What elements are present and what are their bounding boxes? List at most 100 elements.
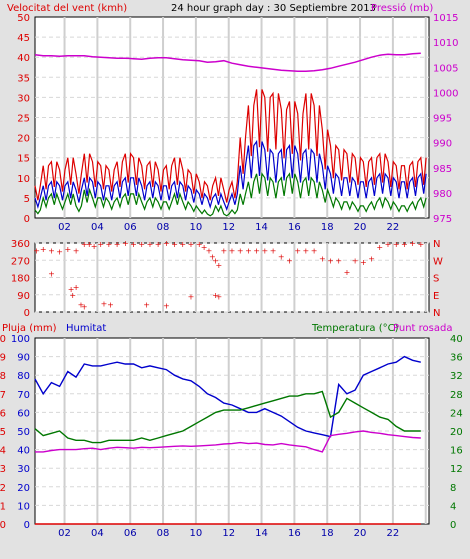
direction-point: + [327,256,334,265]
y2-tick-label: 1000 [433,88,458,99]
x-tick-label: 08 [157,222,170,233]
direction-point: + [261,247,268,256]
rain-tick-label: 2 [0,483,6,494]
direction-point: + [344,268,351,277]
y-tick-label: 5 [24,194,30,205]
y-tick-label: 35 [17,73,30,84]
direction-point: + [206,247,213,256]
x-tick-label: 16 [288,528,301,539]
direction-point: + [64,245,71,254]
direction-point: + [319,254,326,263]
series-line-temperatura---c- [34,390,421,444]
direction-point: + [56,248,63,257]
direction-point: + [270,247,277,256]
direction-point: + [179,240,186,249]
direction-point: + [201,243,208,252]
y-tick-label: 270 [11,256,30,267]
temperature-tick-label: 40 [450,334,463,345]
series-line-humitat [34,355,421,438]
y2-tick-label: 985 [433,164,452,175]
direction-point: + [106,240,113,249]
wind-pressure-panel: 02 04 06 08 10 12 14 16 18 20 22051015202530354045… [17,13,458,233]
rain-tick-label: 5 [0,427,6,438]
humidity-tick-label: 20 [17,483,30,494]
direction-point: + [97,240,104,249]
direction-point: + [417,240,424,249]
direction-point: + [311,247,318,256]
y-tick-label: 45 [17,33,30,44]
temperature-tick-label: 4 [450,501,456,512]
graph-date-title: 24 hour graph day : 30 Septiembre 2013 [171,3,376,14]
series-line-gust [34,89,427,203]
direction-point: + [196,240,203,249]
direction-point: + [229,247,236,256]
direction-point: + [216,293,223,302]
temperature-tick-label: 16 [450,446,463,457]
direction-point: + [147,240,154,249]
x-tick-label: 02 [58,222,71,233]
y2-tick-label: 990 [433,139,452,150]
direction-point: + [368,254,375,263]
direction-point: + [107,300,114,309]
direction-point: + [376,243,383,252]
humidity-tick-label: 100 [11,334,30,345]
x-tick-label: 16 [288,222,301,233]
direction-point: + [212,291,219,300]
direction-point: + [163,239,170,248]
x-tick-label: 04 [91,222,104,233]
y2-tick-label: 995 [433,114,452,125]
rain-tick-label: 7 [0,390,6,401]
humidity-tick-label: 80 [17,371,30,382]
rain-tick-label: 3 [0,464,6,475]
temperature-tick-label: 36 [450,353,463,364]
direction-point: + [68,285,75,294]
direction-point: + [401,240,408,249]
rain-tick-label: 10 [0,334,6,345]
direction-point: + [48,247,55,256]
direction-point: + [209,252,216,261]
direction-point: + [245,247,252,256]
x-tick-label: 14 [255,222,268,233]
x-tick-label: 18 [321,222,334,233]
compass-label: E [433,291,439,302]
x-tick-label: 20 [354,222,367,233]
temperature-axis-title: Temperatura (°C) [311,323,399,334]
rain-tick-label: 6 [0,408,6,419]
compass-label: N [433,308,440,319]
direction-point: + [188,240,195,249]
direction-point: + [286,256,293,265]
x-tick-label: 22 [387,222,400,233]
direction-point: + [40,245,47,254]
x-tick-label: 22 [387,528,400,539]
humidity-tick-label: 30 [17,464,30,475]
direction-point: + [163,301,170,310]
direction-point: + [278,252,285,261]
x-tick-label: 10 [190,528,203,539]
humidity-tick-label: 0 [24,520,30,531]
x-tick-label: 18 [321,528,334,539]
y-tick-label: 50 [17,13,30,24]
y-tick-label: 20 [17,134,30,145]
pressure-chart-title: Pressió (mb) [371,2,433,14]
direction-point: + [114,240,121,249]
temperature-tick-label: 0 [450,520,456,531]
direction-point: + [253,247,260,256]
direction-point: + [385,240,392,249]
rain-axis-title: Pluja (mm) [2,323,57,334]
y2-tick-label: 980 [433,189,452,200]
compass-label: N [433,239,440,250]
compass-label: W [433,256,443,267]
direction-point: + [48,270,55,279]
direction-point: + [81,240,88,249]
compass-label: S [433,274,439,285]
y-tick-label: 40 [17,53,30,64]
humidity-tick-label: 70 [17,390,30,401]
humidity-axis-title: Humitat [66,323,106,334]
y-tick-label: 360 [11,239,30,250]
series-line-average [34,139,427,211]
rain-tick-label: 0 [0,520,6,531]
y2-tick-label: 975 [433,214,452,225]
direction-point: + [138,240,145,249]
direction-point: + [69,291,76,300]
